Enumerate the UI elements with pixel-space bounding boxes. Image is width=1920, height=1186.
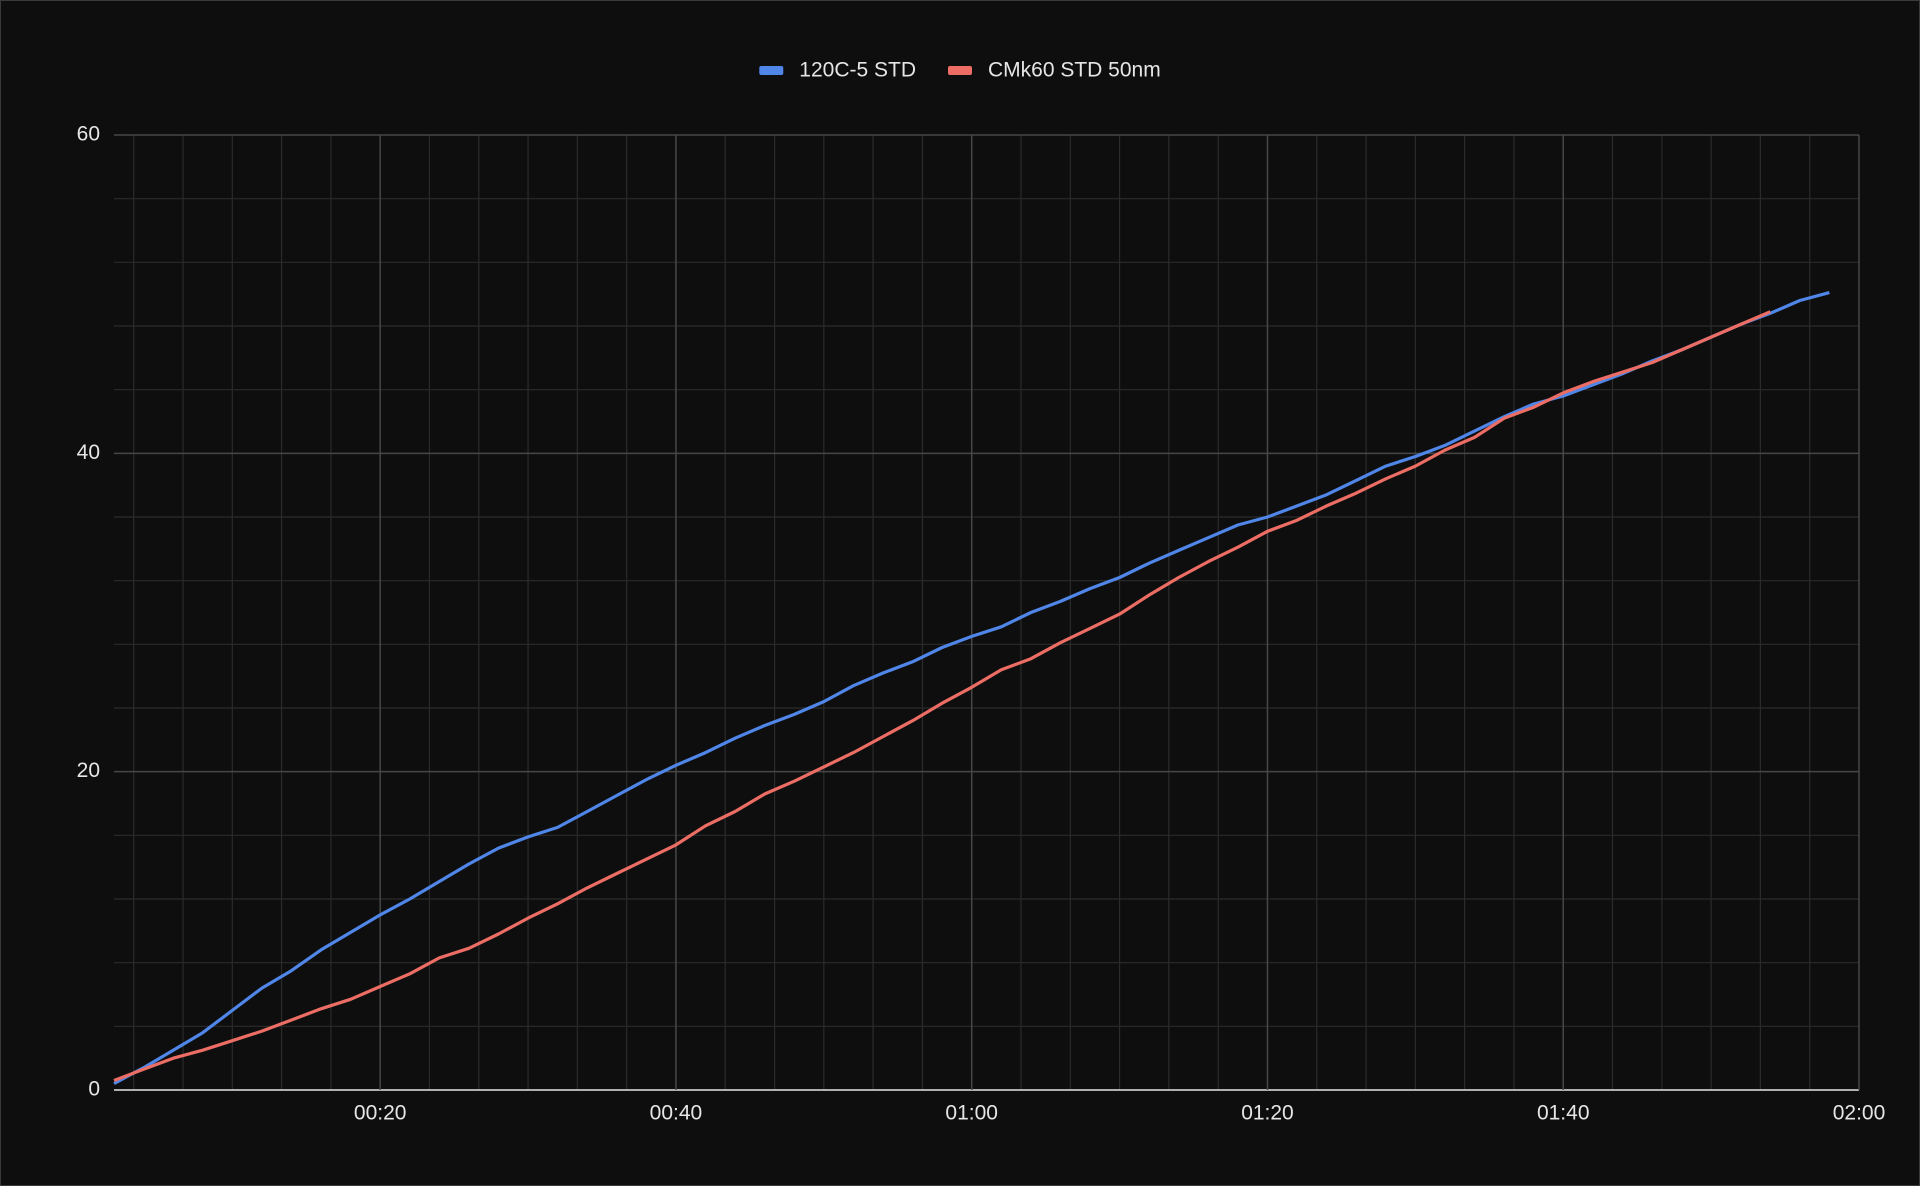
x-tick-label: 02:00: [1833, 1102, 1886, 1125]
grid: [114, 134, 1860, 1091]
y-tick-label: 60: [77, 123, 100, 146]
x-tick-label: 00:20: [354, 1102, 407, 1125]
series-line: [113, 310, 1771, 1082]
plot-area: [113, 291, 1830, 1086]
legend-label: CMk60 STD 50nm: [988, 59, 1161, 82]
x-tick-label: 00:40: [650, 1102, 703, 1125]
legend-label: 120C-5 STD: [799, 59, 916, 82]
x-tick-label: 01:20: [1241, 1102, 1294, 1125]
x-tick-label: 01:00: [945, 1102, 998, 1125]
legend-item: CMk60 STD 50nm: [948, 59, 1161, 82]
y-tick-label: 40: [77, 441, 100, 464]
legend-item: 120C-5 STD: [759, 59, 916, 82]
legend: 120C-5 STD CMk60 STD 50nm: [759, 59, 1161, 82]
y-tick-label: 0: [88, 1078, 100, 1101]
x-tick-label: 01:40: [1537, 1102, 1590, 1125]
axis-labels: 0 20 40 60 00:20 00:40 01:00 01:20 01:40 02:00: [77, 123, 1886, 1125]
legend-swatch: [948, 66, 972, 75]
y-tick-label: 20: [77, 759, 100, 782]
legend-swatch: [759, 66, 784, 75]
